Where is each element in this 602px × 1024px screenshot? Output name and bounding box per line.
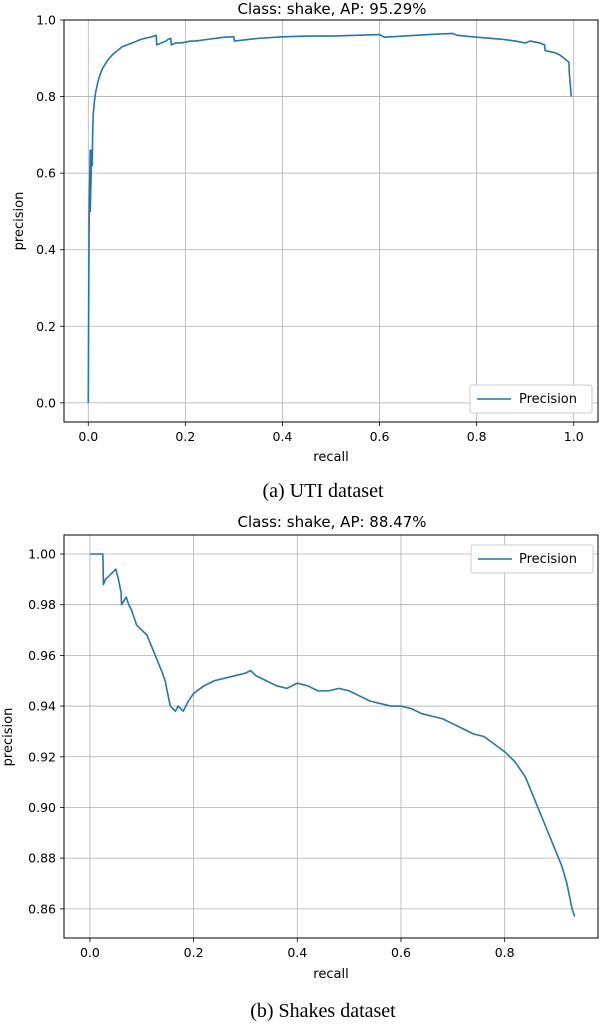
chart-a-xtick-label-4: 0.8	[467, 429, 487, 444]
chart-b-xtick-label-1: 0.2	[184, 945, 204, 960]
chart-a-xlabel: recall	[313, 450, 348, 465]
chart-a-caption: (a) UTI dataset	[262, 480, 383, 502]
chart-b-series	[89, 553, 576, 917]
chart-a-xtick-label-0: 0.0	[78, 429, 98, 444]
chart-a-series-line-0	[87, 32, 573, 403]
chart-b-title: Class: shake, AP: 88.47%	[237, 513, 426, 531]
chart-b-ticks: 0.0 0.2 0.4 0.6 0.8 0.86 0.88 0.90 0.92 0.94 0.96 0…	[28, 547, 515, 960]
chart-a-ylabel: precision	[12, 192, 27, 251]
chart-a-ytick-label-2: 0.4	[36, 242, 56, 257]
chart-a-ytick-label-5: 1.0	[36, 13, 56, 28]
chart-b-legend-box	[470, 544, 594, 574]
chart-b-ytick-label-0: 0.86	[28, 901, 56, 916]
chart-b-xtick-label-4: 0.8	[495, 945, 515, 960]
chart-b-legend-label: Precision	[519, 552, 577, 567]
chart-b-ylabel: precision	[1, 708, 16, 767]
chart-uti-dataset: Class: shake, AP: 95.29% 0.0 0.2 0.4 0.6 0.8…	[12, 0, 599, 502]
chart-b-series-line-0	[89, 553, 576, 917]
chart-b-ytick-label-3: 0.92	[28, 749, 56, 764]
chart-b-ytick-label-7: 1.00	[28, 547, 56, 562]
chart-b-legend: Precision	[470, 544, 594, 574]
chart-b-xtick-label-2: 0.4	[287, 945, 307, 960]
chart-a-ytick-label-3: 0.6	[36, 166, 56, 181]
chart-a-xtick-label-2: 0.4	[273, 429, 293, 444]
chart-b-xtick-label-0: 0.0	[80, 945, 100, 960]
chart-a-xtick-label-3: 0.6	[370, 429, 390, 444]
chart-b-ytick-label-2: 0.90	[28, 800, 56, 815]
chart-b-ytick-label-1: 0.88	[28, 851, 56, 866]
chart-b-caption: (b) Shakes dataset	[250, 1000, 396, 1022]
chart-a-legend-label: Precision	[519, 392, 577, 407]
chart-a-xtick-label-5: 1.0	[564, 429, 584, 444]
chart-a-ytick-label-0: 0.0	[36, 395, 56, 410]
chart-a-ytick-label-1: 0.2	[36, 319, 56, 334]
chart-a-legend-box	[469, 384, 593, 414]
chart-a-ticks: 0.0 0.2 0.4 0.6 0.8 1.0 0.0 0.2 0.4 0.6 0.8 1.0	[36, 13, 584, 445]
chart-b-ytick-label-5: 0.96	[28, 648, 56, 663]
chart-b-ytick-label-4: 0.94	[28, 699, 56, 714]
chart-a-title: Class: shake, AP: 95.29%	[237, 0, 426, 18]
chart-a-ytick-label-4: 0.8	[36, 89, 56, 104]
chart-a-legend: Precision	[469, 384, 593, 414]
chart-b-plot-frame	[63, 534, 599, 939]
chart-b-xtick-label-3: 0.6	[391, 945, 411, 960]
chart-b-xlabel: recall	[313, 967, 348, 982]
chart-a-plot-frame	[63, 19, 599, 423]
chart-a-xtick-label-1: 0.2	[175, 429, 195, 444]
chart-b-ytick-label-6: 0.98	[28, 597, 56, 612]
chart-a-series	[87, 32, 573, 403]
chart-shakes-dataset: Class: shake, AP: 88.47% 0.0 0.2 0.4 0.6 0.8…	[1, 513, 599, 1022]
